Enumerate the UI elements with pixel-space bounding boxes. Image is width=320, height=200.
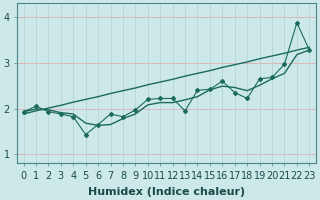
X-axis label: Humidex (Indice chaleur): Humidex (Indice chaleur) — [88, 187, 245, 197]
